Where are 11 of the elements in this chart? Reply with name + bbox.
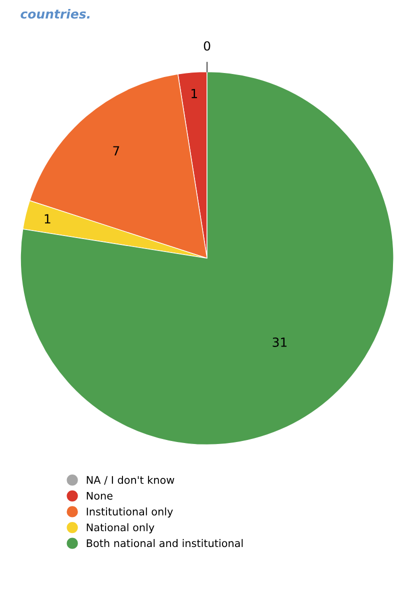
data-label: 31 <box>272 338 287 347</box>
legend-label: NA / I don't know <box>86 476 174 485</box>
legend-label: Institutional only <box>86 507 173 518</box>
text: 0 <box>204 41 210 51</box>
chart-title: countries. <box>20 8 90 19</box>
legend-label: Both national and institutional <box>86 539 243 548</box>
data-label: 7 <box>113 146 120 156</box>
data-label: 1 <box>192 88 197 98</box>
legend-label: National only <box>86 523 154 534</box>
data-label: 1 <box>44 214 50 224</box>
legend-label: None <box>86 492 112 500</box>
